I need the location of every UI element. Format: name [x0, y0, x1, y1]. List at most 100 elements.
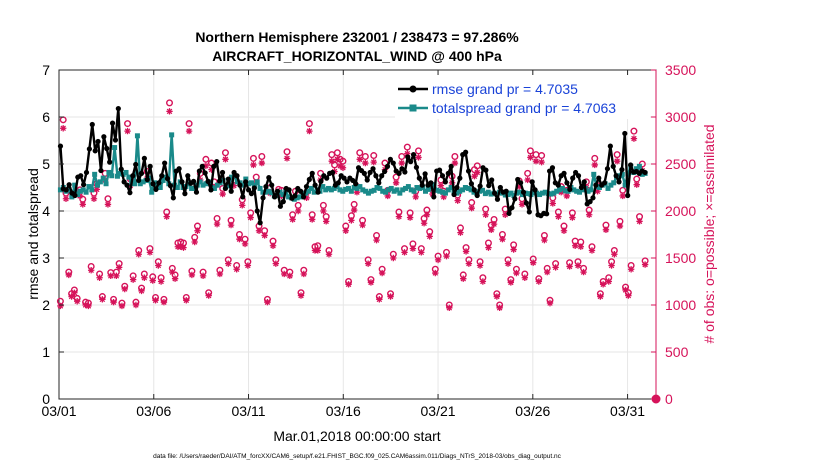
- spread-point: [260, 189, 266, 195]
- obs-assimilated-marker: [118, 302, 126, 310]
- obs-possible-marker: [538, 152, 546, 160]
- spread-point: [114, 173, 120, 179]
- rmse-point: [344, 179, 350, 185]
- rmse-point: [587, 199, 593, 205]
- obs-assimilated-marker: [443, 252, 450, 260]
- spread-point: [280, 192, 286, 198]
- rmse-point: [257, 220, 263, 226]
- rmse-point: [315, 189, 321, 195]
- obs-assimilated-marker: [247, 214, 254, 221]
- obs-assimilated-marker: [339, 164, 347, 171]
- rmse-point: [234, 173, 240, 179]
- y-right-tick-label: 0: [665, 391, 673, 407]
- obs-assimilated-marker: [602, 226, 610, 233]
- y-right-tick-label: 2500: [665, 156, 696, 172]
- rmse-point: [593, 182, 599, 188]
- spread-point: [75, 192, 81, 198]
- rmse-point: [436, 167, 443, 173]
- spread-point: [437, 188, 443, 194]
- obs-assimilated-marker: [524, 176, 531, 184]
- obs-assimilated-marker: [446, 304, 453, 312]
- rmse-point: [564, 180, 570, 186]
- rmse-point: [277, 203, 284, 209]
- spread-point: [214, 182, 220, 188]
- rmse-point: [575, 173, 582, 179]
- obs-assimilated-marker: [336, 162, 344, 170]
- rmse-point: [185, 173, 191, 179]
- obs-assimilated-marker: [295, 207, 302, 215]
- obs-assimilated-marker: [99, 296, 106, 303]
- rmse-point: [561, 170, 567, 176]
- rmse-point: [428, 180, 434, 186]
- spread-point: [562, 188, 568, 194]
- rmse-point: [115, 105, 121, 112]
- obs-assimilated-marker: [157, 278, 165, 285]
- rmse-point: [243, 179, 249, 185]
- obs-assimilated-marker: [281, 270, 288, 278]
- obs-assimilated-marker: [507, 279, 515, 286]
- obs-assimilated-marker: [233, 266, 240, 273]
- spread-point: [434, 187, 440, 193]
- obs-assimilated-marker: [264, 298, 271, 306]
- rmse-point: [619, 167, 625, 173]
- obs-assimilated-marker: [272, 260, 280, 267]
- obs-assimilated-marker: [398, 159, 405, 167]
- rmse-point: [622, 130, 628, 137]
- spread-point: [268, 190, 274, 196]
- spread-point: [229, 174, 235, 180]
- y-axis-right-label: # of obs: o=possible; ×=assimilated: [701, 124, 717, 343]
- spread-point: [505, 192, 511, 198]
- spread-point: [363, 188, 369, 194]
- rmse-point: [217, 178, 223, 184]
- rmse-point: [408, 159, 414, 165]
- spread-point: [311, 189, 317, 195]
- spread-point: [485, 189, 491, 195]
- spread-point: [112, 145, 118, 151]
- rmse-point: [364, 177, 370, 183]
- obs-possible-marker: [398, 152, 406, 160]
- obs-assimilated-marker: [415, 154, 422, 161]
- y-left-tick-label: 3: [42, 250, 50, 266]
- rmse-point: [387, 156, 393, 162]
- rmse-point: [416, 175, 422, 181]
- spread-point: [468, 187, 474, 193]
- rmse-point: [66, 182, 72, 188]
- rmse-point: [86, 146, 92, 152]
- obs-possible-marker: [524, 169, 532, 177]
- rmse-point: [567, 186, 573, 192]
- obs-assimilated-marker: [82, 301, 89, 309]
- spread-point: [408, 187, 414, 193]
- rmse-point: [503, 188, 509, 194]
- rmse-point: [109, 120, 116, 126]
- rmse-point: [167, 183, 174, 189]
- obs-assimilated-marker: [516, 183, 523, 190]
- spread-point: [462, 185, 468, 190]
- obs-possible-marker: [361, 152, 369, 160]
- obs-assimilated-marker: [580, 268, 587, 276]
- rmse-point: [463, 149, 469, 155]
- obs-assimilated-marker: [555, 213, 562, 220]
- rmse-point: [150, 181, 156, 187]
- spread-point: [608, 182, 614, 188]
- obs-assimilated-marker: [160, 298, 168, 306]
- rmse-point: [199, 163, 205, 169]
- obs-assimilated-marker: [152, 297, 159, 304]
- rmse-point: [269, 182, 275, 188]
- spread-point: [517, 189, 523, 195]
- obs-assimilated-marker: [194, 227, 201, 234]
- obs-assimilated-marker: [420, 220, 428, 227]
- rmse-point: [63, 187, 69, 193]
- obs-assimilated-marker: [541, 236, 548, 244]
- rmse-point: [445, 170, 451, 176]
- spread-point: [574, 188, 580, 194]
- rmse-point: [309, 170, 315, 176]
- spread-point: [266, 188, 272, 194]
- obs-assimilated-marker: [577, 243, 584, 250]
- spread-point: [123, 169, 129, 175]
- obs-assimilated-marker: [110, 298, 117, 306]
- obs-assimilated-marker: [191, 238, 198, 246]
- rmse-point: [361, 170, 367, 176]
- rmse-point: [222, 185, 229, 192]
- spread-point: [611, 180, 617, 186]
- obs-assimilated-marker: [353, 189, 361, 196]
